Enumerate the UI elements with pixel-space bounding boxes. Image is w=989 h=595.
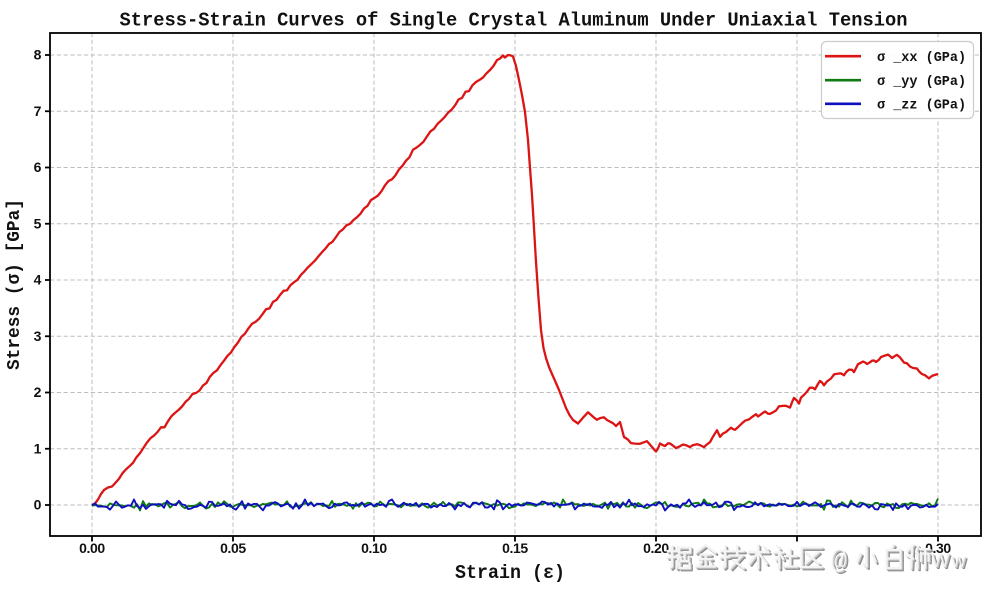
svg-text:Stress-Strain Curves of Single: Stress-Strain Curves of Single Crystal A…	[120, 10, 908, 32]
svg-text:@: @	[831, 546, 847, 576]
svg-text:1: 1	[34, 440, 42, 456]
svg-text:0.15: 0.15	[502, 540, 528, 556]
svg-text:0: 0	[34, 497, 42, 513]
svg-text:@: @	[832, 547, 848, 577]
svg-text:5: 5	[34, 215, 42, 231]
svg-text:σ _zz (GPa): σ _zz (GPa)	[877, 98, 966, 113]
svg-text:0.05: 0.05	[220, 540, 246, 556]
svg-text:0.20: 0.20	[643, 540, 669, 556]
svg-text:0.10: 0.10	[361, 540, 387, 556]
svg-text:σ _yy (GPa): σ _yy (GPa)	[877, 75, 966, 90]
svg-text:4: 4	[34, 272, 42, 288]
svg-text:Ww: Ww	[931, 550, 968, 572]
svg-text:7: 7	[34, 103, 42, 119]
svg-text:σ _xx (GPa): σ _xx (GPa)	[877, 51, 966, 66]
svg-text:Stress (σ) [GPa]: Stress (σ) [GPa]	[4, 199, 25, 370]
svg-text:Strain (ε): Strain (ε)	[455, 562, 565, 584]
svg-text:Ww: Ww	[932, 551, 969, 573]
svg-text:6: 6	[34, 159, 42, 175]
svg-text:2: 2	[34, 384, 42, 400]
svg-text:Ww: Ww	[933, 552, 970, 574]
svg-text:0.00: 0.00	[79, 540, 105, 556]
svg-text:@: @	[833, 548, 849, 578]
svg-text:3: 3	[34, 328, 42, 344]
svg-text:8: 8	[34, 47, 42, 63]
